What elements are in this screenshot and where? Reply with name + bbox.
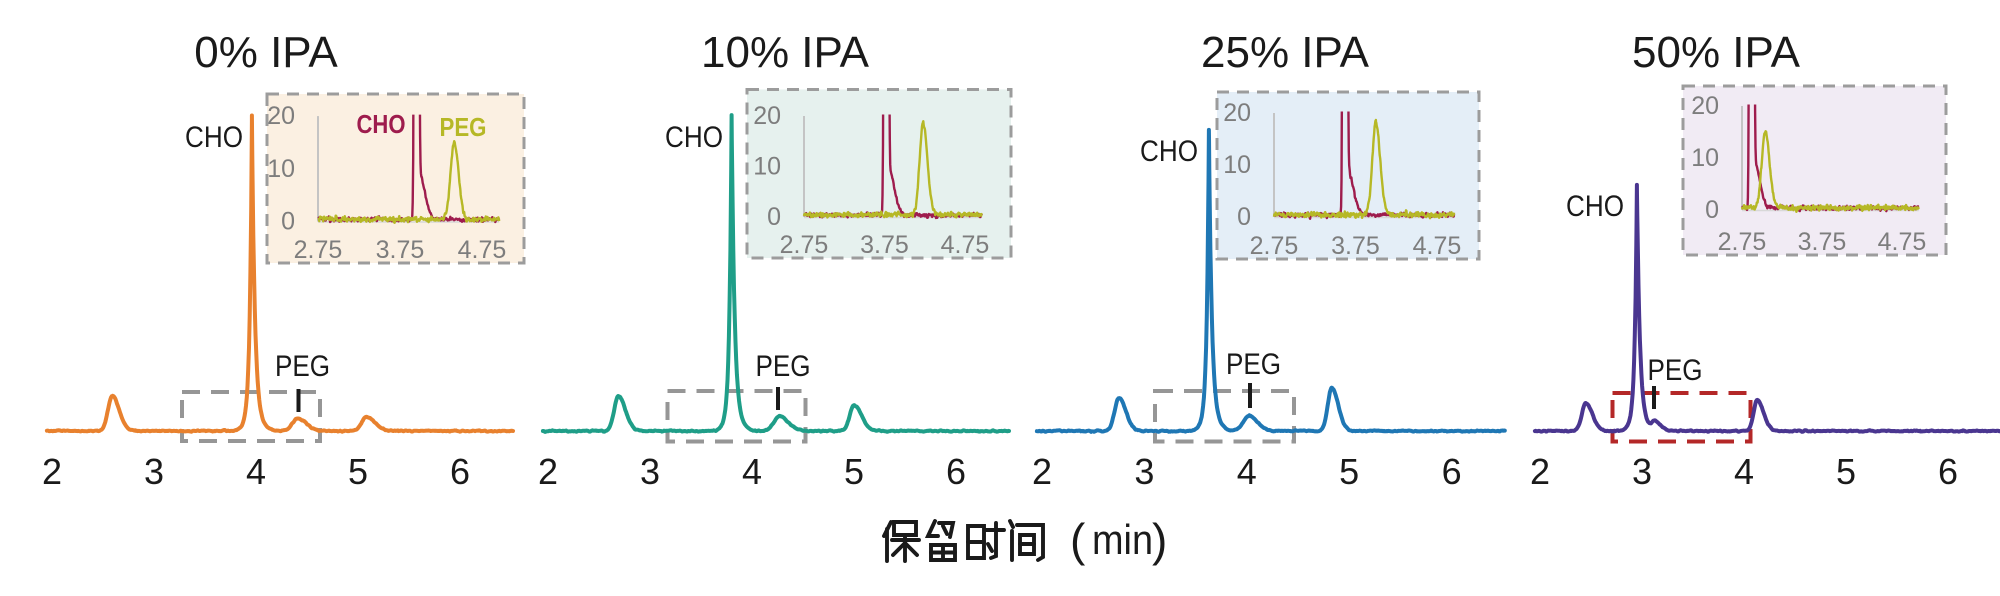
svg-text:4.75: 4.75 bbox=[941, 231, 990, 259]
svg-text:6: 6 bbox=[1442, 451, 1462, 492]
svg-text:2: 2 bbox=[1032, 451, 1052, 492]
svg-text:4: 4 bbox=[1734, 451, 1754, 492]
svg-text:4: 4 bbox=[742, 451, 762, 492]
svg-text:20: 20 bbox=[753, 102, 781, 130]
svg-text:10: 10 bbox=[267, 155, 295, 183]
svg-text:PEG: PEG bbox=[440, 112, 487, 142]
svg-text:20: 20 bbox=[1223, 99, 1251, 127]
svg-text:5: 5 bbox=[1836, 451, 1856, 492]
svg-text:3: 3 bbox=[1134, 451, 1154, 492]
svg-text:3: 3 bbox=[144, 451, 164, 492]
svg-text:2.75: 2.75 bbox=[1250, 232, 1299, 260]
svg-text:20: 20 bbox=[267, 102, 295, 130]
svg-text:PEG: PEG bbox=[1648, 354, 1703, 387]
svg-text:3: 3 bbox=[640, 451, 660, 492]
svg-text:4.75: 4.75 bbox=[1413, 232, 1462, 260]
svg-text:20: 20 bbox=[1691, 92, 1719, 120]
svg-text:6: 6 bbox=[1938, 451, 1958, 492]
svg-text:4: 4 bbox=[246, 451, 266, 492]
svg-text:6: 6 bbox=[946, 451, 966, 492]
svg-text:10: 10 bbox=[753, 153, 781, 181]
svg-text:0: 0 bbox=[1705, 196, 1719, 224]
svg-text:CHO: CHO bbox=[1140, 135, 1198, 168]
svg-text:4: 4 bbox=[1237, 451, 1257, 492]
svg-text:CHO: CHO bbox=[665, 121, 723, 154]
svg-text:PEG: PEG bbox=[275, 350, 330, 383]
svg-text:min: min bbox=[1092, 516, 1153, 563]
svg-text:(: ( bbox=[1070, 514, 1086, 566]
svg-text:0: 0 bbox=[281, 208, 295, 236]
svg-text:6: 6 bbox=[450, 451, 470, 492]
svg-text:CHO: CHO bbox=[357, 109, 406, 139]
svg-text:25% IPA: 25% IPA bbox=[1201, 28, 1370, 77]
svg-text:CHO: CHO bbox=[1566, 190, 1624, 223]
svg-text:): ) bbox=[1152, 514, 1167, 566]
svg-text:2: 2 bbox=[1530, 451, 1550, 492]
svg-text:5: 5 bbox=[1339, 451, 1359, 492]
svg-text:3.75: 3.75 bbox=[860, 231, 909, 259]
svg-text:3.75: 3.75 bbox=[1798, 228, 1847, 256]
svg-text:3: 3 bbox=[1632, 451, 1652, 492]
svg-text:3.75: 3.75 bbox=[1331, 232, 1380, 260]
svg-text:PEG: PEG bbox=[1226, 348, 1281, 381]
svg-text:50% IPA: 50% IPA bbox=[1632, 28, 1801, 77]
svg-text:2: 2 bbox=[538, 451, 558, 492]
svg-text:PEG: PEG bbox=[756, 350, 811, 383]
svg-text:2.75: 2.75 bbox=[1718, 228, 1767, 256]
svg-text:10: 10 bbox=[1223, 151, 1251, 179]
svg-text:4.75: 4.75 bbox=[458, 236, 507, 264]
svg-text:4.75: 4.75 bbox=[1878, 228, 1927, 256]
svg-text:0: 0 bbox=[767, 203, 781, 231]
svg-text:5: 5 bbox=[844, 451, 864, 492]
svg-text:3.75: 3.75 bbox=[376, 236, 425, 264]
svg-text:0% IPA: 0% IPA bbox=[194, 28, 338, 77]
svg-text:2.75: 2.75 bbox=[294, 236, 343, 264]
svg-text:10: 10 bbox=[1691, 144, 1719, 172]
svg-text:0: 0 bbox=[1237, 203, 1251, 231]
svg-text:CHO: CHO bbox=[185, 121, 243, 154]
svg-text:5: 5 bbox=[348, 451, 368, 492]
svg-text:2.75: 2.75 bbox=[780, 231, 829, 259]
svg-text:10% IPA: 10% IPA bbox=[701, 28, 870, 77]
svg-text:2: 2 bbox=[42, 451, 62, 492]
